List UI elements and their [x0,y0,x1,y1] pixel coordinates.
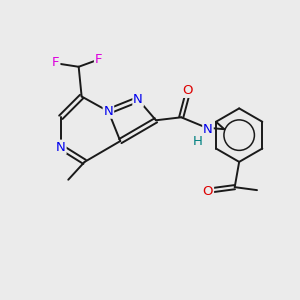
Text: O: O [203,185,213,198]
Text: N: N [133,93,143,106]
Text: N: N [56,140,66,154]
Text: F: F [52,56,59,69]
Text: N: N [203,123,213,136]
Text: O: O [182,84,192,97]
Text: H: H [193,135,203,148]
Text: N: N [103,105,113,118]
Text: F: F [95,53,102,66]
